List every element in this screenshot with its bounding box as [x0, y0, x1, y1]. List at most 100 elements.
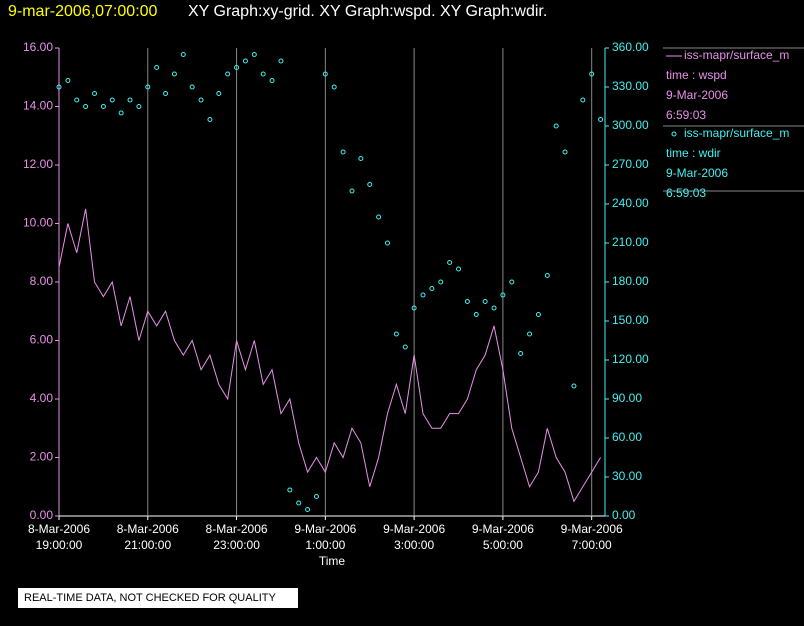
point [207, 117, 213, 122]
point [518, 351, 524, 356]
point [393, 331, 399, 337]
point [287, 487, 293, 493]
x-tick-label: 9-Mar-2006 [383, 522, 445, 536]
point [562, 149, 568, 155]
y-tick-label: 4.00 [30, 391, 54, 405]
point [473, 312, 479, 317]
point [340, 149, 346, 155]
point [189, 84, 195, 90]
point [145, 84, 151, 90]
point [56, 84, 62, 90]
y2-tick-label: 30.00 [612, 469, 642, 483]
legend-label: 6:59:03 [666, 186, 706, 200]
point [429, 286, 435, 291]
point [349, 188, 355, 194]
point [225, 71, 231, 77]
point [154, 65, 160, 70]
point [216, 91, 222, 96]
point [553, 123, 559, 129]
footer-box [18, 588, 298, 608]
x-tick-label: 21:00:00 [124, 538, 171, 552]
x-tick-label: 9-Mar-2006 [472, 522, 534, 536]
point [136, 104, 142, 109]
point [269, 78, 275, 83]
point [358, 156, 364, 161]
y2-tick-label: 210.00 [612, 235, 649, 249]
y-tick-label: 16.00 [23, 40, 53, 54]
point [464, 299, 470, 304]
y2-tick-label: 360.00 [612, 40, 649, 54]
point [500, 292, 506, 298]
y2-tick-label: 60.00 [612, 430, 642, 444]
point [411, 305, 417, 311]
point [456, 266, 462, 272]
y2-tick-label: 90.00 [612, 391, 642, 405]
legend-label: 9-Mar-2006 [666, 166, 728, 180]
y2-tick-label: 180.00 [612, 274, 649, 288]
legend-label: iss-mapr/surface_m [684, 48, 789, 62]
point [331, 84, 337, 90]
point [420, 292, 426, 298]
x-tick-label: 5:00:00 [483, 538, 523, 552]
point [313, 494, 319, 499]
y-tick-label: 14.00 [23, 99, 53, 113]
y2-tick-label: 150.00 [612, 313, 649, 327]
y2-tick-label: 300.00 [612, 118, 649, 132]
y-tick-label: 10.00 [23, 216, 53, 230]
point [163, 91, 169, 96]
y2-tick-label: 0.00 [612, 508, 636, 522]
point [251, 52, 257, 57]
point [322, 71, 328, 77]
y2-tick-label: 330.00 [612, 79, 649, 93]
point [367, 182, 373, 187]
x-tick-label: 8-Mar-2006 [117, 522, 179, 536]
legend-label: time : wdir [666, 146, 721, 160]
point [171, 71, 177, 77]
point [118, 110, 124, 116]
point [544, 273, 550, 278]
chart-title: 9-mar-2006,07:00:00 [8, 3, 158, 20]
x-tick-label: 8-Mar-2006 [206, 522, 268, 536]
point [180, 52, 186, 57]
point [109, 97, 115, 103]
y2-tick-label: 270.00 [612, 157, 649, 171]
x-tick-label: 8-Mar-2006 [28, 522, 90, 536]
point [242, 58, 248, 64]
y2-tick-label: 120.00 [612, 352, 649, 366]
y-tick-label: 2.00 [30, 450, 54, 464]
legend-label: time : wspd [666, 68, 727, 82]
y-tick-label: 6.00 [30, 333, 54, 347]
point [83, 104, 89, 109]
point [260, 71, 266, 77]
point [65, 78, 71, 83]
point [92, 91, 98, 96]
line-series [58, 208, 601, 503]
point [535, 312, 541, 317]
x-tick-label: 3:00:00 [394, 538, 434, 552]
point [234, 65, 240, 70]
point [598, 117, 604, 122]
x-tick-label: 23:00:00 [213, 538, 260, 552]
point [305, 507, 311, 512]
point [278, 58, 284, 64]
legend-label: 9-Mar-2006 [666, 88, 728, 102]
x-tick-label: 19:00:00 [36, 538, 83, 552]
point [447, 260, 453, 265]
legend-label: 6:59:03 [666, 108, 706, 122]
x-tick-label: 1:00:00 [305, 538, 345, 552]
y2-tick-label: 240.00 [612, 196, 649, 210]
chart-subtitle: XY Graph:xy-grid. XY Graph:wspd. XY Grap… [188, 3, 547, 20]
point [100, 104, 106, 109]
point [509, 279, 515, 285]
x-tick-label: 9-Mar-2006 [561, 522, 623, 536]
point [376, 214, 382, 220]
point [438, 279, 444, 285]
x-tick-label: 7:00:00 [572, 538, 612, 552]
legend-swatch [671, 131, 677, 137]
point [580, 97, 586, 103]
x-axis-label: Time [319, 554, 346, 568]
y-tick-label: 0.00 [30, 508, 54, 522]
